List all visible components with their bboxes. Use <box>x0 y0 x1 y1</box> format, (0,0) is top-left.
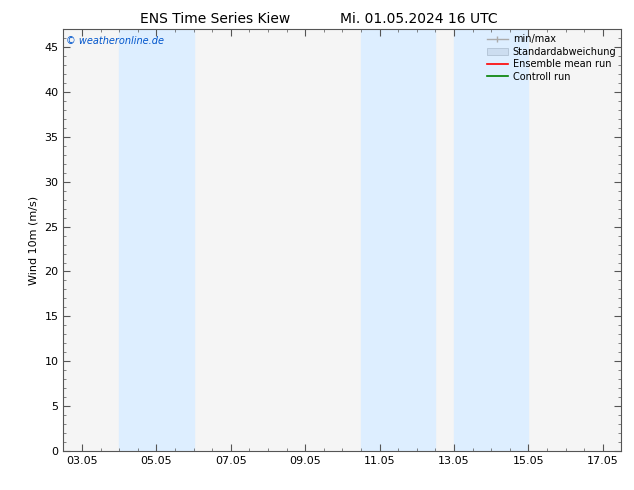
Text: © weatheronline.de: © weatheronline.de <box>66 36 164 46</box>
Y-axis label: Wind 10m (m/s): Wind 10m (m/s) <box>29 196 39 285</box>
Bar <box>361 29 436 451</box>
Text: ENS Time Series Kiew: ENS Time Series Kiew <box>141 12 290 26</box>
Bar <box>119 29 193 451</box>
Text: Mi. 01.05.2024 16 UTC: Mi. 01.05.2024 16 UTC <box>340 12 497 26</box>
Bar <box>454 29 528 451</box>
Legend: min/max, Standardabweichung, Ensemble mean run, Controll run: min/max, Standardabweichung, Ensemble me… <box>484 31 619 84</box>
